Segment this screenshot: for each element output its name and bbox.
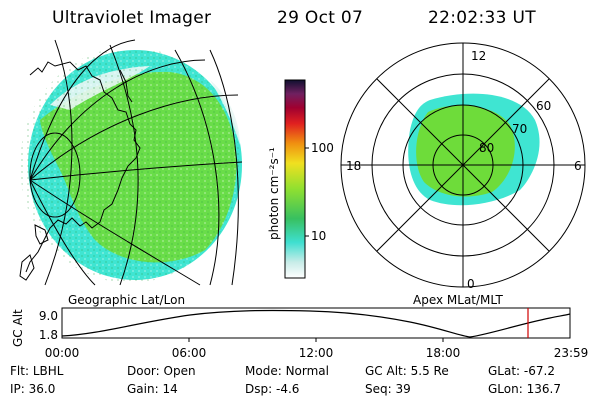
info-seq: Seq: 39 xyxy=(365,382,411,396)
gain-label: Gain: xyxy=(127,382,159,396)
alt-xtick-3: 18:00 xyxy=(426,346,461,360)
gc-alt-value: 5.5 Re xyxy=(410,364,449,378)
info-door: Door: Open xyxy=(127,364,196,378)
image-time: 22:02:33 UT xyxy=(428,8,536,28)
polar-grid xyxy=(340,42,586,288)
altitude-frame xyxy=(61,307,571,339)
flt-value: LBHL xyxy=(32,364,64,378)
seq-value: 39 xyxy=(395,382,411,396)
info-glon: GLon: 136.7 xyxy=(488,382,561,396)
mlt-18-label: 18 xyxy=(346,159,361,173)
glat-value: -67.2 xyxy=(523,364,555,378)
door-label: Door: xyxy=(127,364,160,378)
info-gain: Gain: 14 xyxy=(127,382,178,396)
alt-ytick-low: 1.8 xyxy=(39,328,58,342)
info-gc-alt: GC Alt: 5.5 Re xyxy=(365,364,449,378)
polar-aurora-green xyxy=(416,105,515,197)
ip-label: IP: xyxy=(10,382,25,396)
info-ip: IP: 36.0 xyxy=(10,382,55,396)
gc-alt-label: GC Alt: xyxy=(365,364,407,378)
dsp-value: -4.6 xyxy=(275,382,300,396)
alt-xtick-1: 06:00 xyxy=(172,346,207,360)
alt-xtick-4: 23:59 xyxy=(554,346,589,360)
coastline xyxy=(25,61,141,273)
flt-label: Flt: xyxy=(10,364,29,378)
lat-lon-grid xyxy=(29,39,243,286)
geographic-image-panel xyxy=(19,39,243,286)
mlt-12-label: 12 xyxy=(471,49,486,63)
info-flt: Flt: LBHL xyxy=(10,364,63,378)
alt-ytick-high: 9.0 xyxy=(39,309,58,323)
alt-ylabel: GC Alt xyxy=(11,309,25,347)
image-title: Ultraviolet Imager xyxy=(52,8,212,28)
image-date: 29 Oct 07 xyxy=(277,8,364,28)
gain-value: 14 xyxy=(162,382,178,396)
seq-label: Seq: xyxy=(365,382,392,396)
info-mode: Mode: Normal xyxy=(245,364,329,378)
mlt-6-label: 6 xyxy=(574,159,582,173)
mlat-70-label: 70 xyxy=(512,122,527,136)
mlt-0-label: 0 xyxy=(467,277,475,291)
mode-value: Normal xyxy=(285,364,329,378)
door-value: Open xyxy=(163,364,196,378)
dsp-label: Dsp: xyxy=(245,382,273,396)
color-bar xyxy=(284,79,306,279)
colorbar-label: photon cm⁻²s⁻¹ xyxy=(267,147,281,240)
glon-label: GLon: xyxy=(488,382,523,396)
geographic-caption: Geographic Lat/Lon xyxy=(68,293,185,307)
altitude-curve xyxy=(61,309,571,338)
mode-label: Mode: xyxy=(245,364,282,378)
glon-value: 136.7 xyxy=(526,382,561,396)
polar-panel: 12 18 6 0 60 70 80 xyxy=(340,42,586,291)
info-glat: GLat: -67.2 xyxy=(488,364,555,378)
glat-label: GLat: xyxy=(488,364,521,378)
apex-caption: Apex MLat/MLT xyxy=(413,293,503,307)
alt-xtick-2: 12:00 xyxy=(299,346,334,360)
colorbar-tick-100: 100 xyxy=(311,141,334,155)
alt-xtick-0: 00:00 xyxy=(45,346,80,360)
mlat-60-label: 60 xyxy=(536,99,551,113)
color-scale: 100 10 photon cm⁻²s⁻¹ xyxy=(267,79,334,279)
altitude-plot: 9.0 1.8 GC Alt 00:00 06:00 12:00 18:00 2… xyxy=(11,307,589,360)
ip-value: 36.0 xyxy=(28,382,56,396)
colorbar-tick-10: 10 xyxy=(311,229,326,243)
info-dsp: Dsp: -4.6 xyxy=(245,382,299,396)
mlat-80-label: 80 xyxy=(479,141,494,155)
